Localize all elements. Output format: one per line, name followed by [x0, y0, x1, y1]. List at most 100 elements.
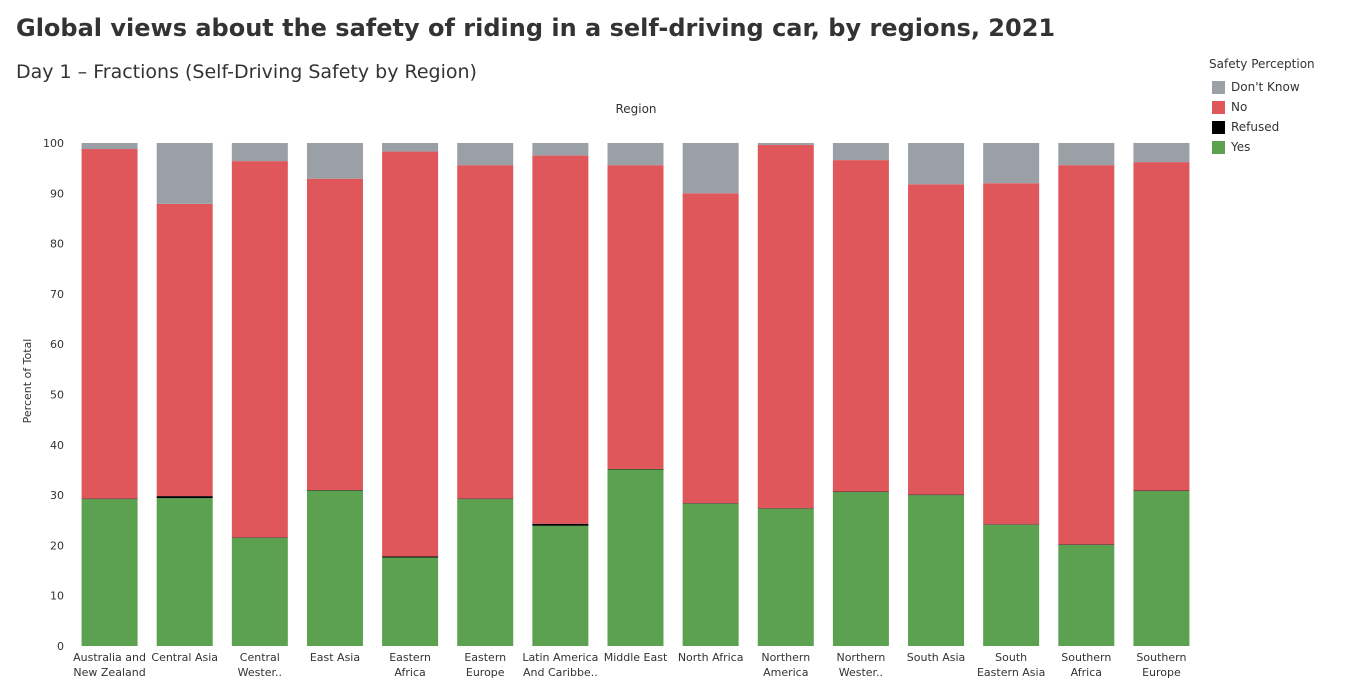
- legend-item-no[interactable]: No: [1209, 97, 1315, 117]
- bar-segment-don-t-know[interactable]: [757, 143, 814, 146]
- x-tick-label-line: Wester..: [839, 666, 883, 679]
- bar-segment-no[interactable]: [306, 178, 363, 491]
- x-tick-label-line: New Zealand: [73, 666, 145, 679]
- bar-segment-don-t-know[interactable]: [983, 143, 1040, 184]
- bar-segment-refused[interactable]: [682, 503, 739, 504]
- bar-stack[interactable]: [1133, 143, 1190, 646]
- bar-stack[interactable]: [757, 143, 814, 646]
- x-tick-label: Southern Europe: [1136, 651, 1186, 679]
- bar-segment-don-t-know[interactable]: [382, 143, 439, 152]
- bar-segment-refused[interactable]: [908, 494, 965, 496]
- x-tick-label-line: South Asia: [907, 651, 966, 664]
- bar-segment-no[interactable]: [231, 161, 288, 538]
- bar-segment-yes[interactable]: [1058, 544, 1115, 646]
- bar-stack[interactable]: [908, 143, 965, 646]
- bar-segment-yes[interactable]: [457, 499, 514, 646]
- bar-stack[interactable]: [457, 143, 514, 646]
- bar-segment-refused[interactable]: [231, 537, 288, 538]
- bar-segment-no[interactable]: [1058, 165, 1115, 545]
- bar-segment-no[interactable]: [908, 184, 965, 495]
- bar-stack[interactable]: [983, 143, 1040, 646]
- bar-segment-refused[interactable]: [607, 468, 664, 470]
- bar-segment-don-t-know[interactable]: [457, 143, 514, 166]
- bar-segment-don-t-know[interactable]: [306, 143, 363, 179]
- bar-segment-refused[interactable]: [757, 508, 814, 509]
- bar-segment-don-t-know[interactable]: [908, 143, 965, 185]
- bar-stack[interactable]: [81, 143, 138, 646]
- y-tick-label: 40: [50, 439, 64, 452]
- bar-segment-don-t-know[interactable]: [156, 143, 213, 204]
- bar-stack[interactable]: [607, 143, 664, 646]
- bar-segment-yes[interactable]: [382, 557, 439, 646]
- bar-segment-yes[interactable]: [832, 492, 889, 646]
- x-tick-label-line: South: [995, 651, 1027, 664]
- bar-segment-don-t-know[interactable]: [81, 143, 138, 150]
- bar-segment-refused[interactable]: [983, 524, 1040, 525]
- y-tick-label: 0: [57, 640, 64, 653]
- bar-stack[interactable]: [1058, 143, 1115, 646]
- bar-stack[interactable]: [682, 143, 739, 646]
- bar-segment-no[interactable]: [832, 160, 889, 492]
- bar-segment-yes[interactable]: [607, 469, 664, 646]
- legend-item-refused[interactable]: Refused: [1209, 117, 1315, 137]
- bar-segment-don-t-know[interactable]: [231, 143, 288, 162]
- bar-segment-refused[interactable]: [1058, 544, 1115, 545]
- bar-segment-refused[interactable]: [81, 498, 138, 500]
- legend-item-dont-know[interactable]: Don't Know: [1209, 77, 1315, 97]
- bar-segment-refused[interactable]: [832, 491, 889, 493]
- bar-segment-refused[interactable]: [306, 490, 363, 491]
- bar-stack[interactable]: [231, 143, 288, 646]
- bar-segment-yes[interactable]: [231, 537, 288, 646]
- bar-segment-refused[interactable]: [156, 496, 213, 499]
- bar-segment-yes[interactable]: [156, 498, 213, 646]
- x-tick-label: East Asia: [310, 651, 360, 664]
- x-tick-label-line: Northern: [761, 651, 810, 664]
- bar-segment-no[interactable]: [682, 193, 739, 504]
- bar-segment-refused[interactable]: [532, 523, 589, 526]
- legend-label-dont-know: Don't Know: [1231, 80, 1300, 94]
- bar-segment-yes[interactable]: [1133, 491, 1190, 646]
- bar-segment-yes[interactable]: [682, 503, 739, 646]
- chart-subtitle: Day 1 – Fractions (Self-Driving Safety b…: [16, 61, 477, 83]
- bar-segment-yes[interactable]: [306, 490, 363, 646]
- bar-segment-no[interactable]: [81, 149, 138, 499]
- bar-segment-don-t-know[interactable]: [832, 143, 889, 161]
- bar-stack[interactable]: [382, 143, 439, 646]
- bar-segment-don-t-know[interactable]: [607, 143, 664, 166]
- x-tick-label-line: North Africa: [678, 651, 744, 664]
- bar-segment-don-t-know[interactable]: [1133, 143, 1190, 163]
- bar-segment-refused[interactable]: [457, 498, 514, 500]
- bar-segment-don-t-know[interactable]: [682, 143, 739, 194]
- bar-segment-yes[interactable]: [532, 525, 589, 646]
- bar-stack[interactable]: [156, 143, 213, 646]
- bar-segment-don-t-know[interactable]: [532, 143, 589, 156]
- bar-stack[interactable]: [532, 143, 589, 646]
- bar-segment-no[interactable]: [1133, 162, 1190, 491]
- bar-segment-no[interactable]: [757, 145, 814, 509]
- x-tick-label: Australia and New Zealand: [73, 651, 146, 679]
- x-tick-label-line: Europe: [1142, 666, 1181, 679]
- bar-segment-refused[interactable]: [1133, 490, 1190, 492]
- bar-segment-yes[interactable]: [983, 524, 1040, 646]
- bar-segment-yes[interactable]: [757, 508, 814, 646]
- legend-item-yes[interactable]: Yes: [1209, 137, 1315, 157]
- bar-segment-no[interactable]: [983, 183, 1040, 525]
- bar-stack[interactable]: [306, 143, 363, 646]
- bar-segment-yes[interactable]: [908, 495, 965, 646]
- x-tick-label-line: Central Asia: [151, 651, 218, 664]
- bar-segment-yes[interactable]: [81, 499, 138, 646]
- x-tick-label-line: Middle East: [604, 651, 668, 664]
- bar-stack[interactable]: [832, 143, 889, 646]
- bar-segment-no[interactable]: [156, 203, 213, 497]
- bar-segment-no[interactable]: [457, 165, 514, 499]
- x-tick-label: Eastern Africa: [389, 651, 431, 679]
- bar-segment-no[interactable]: [532, 155, 589, 524]
- x-tick-label-line: America: [763, 666, 808, 679]
- bar-segment-no[interactable]: [382, 151, 439, 557]
- x-axis-title: Region: [615, 102, 656, 116]
- bar-segment-no[interactable]: [607, 165, 664, 469]
- x-tick-label: Southern Africa: [1061, 651, 1111, 679]
- legend-swatch-yes: [1212, 140, 1225, 154]
- bar-segment-don-t-know[interactable]: [1058, 143, 1115, 166]
- bar-segment-refused[interactable]: [382, 556, 439, 558]
